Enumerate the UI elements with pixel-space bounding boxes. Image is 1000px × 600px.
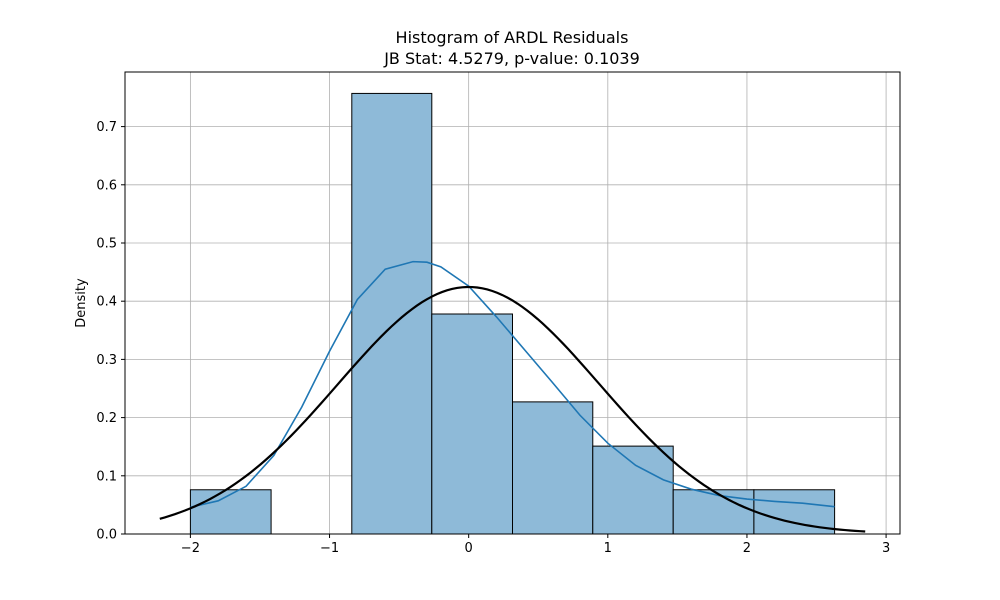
y-tick-label: 0.3: [96, 353, 117, 368]
x-tick-label: 1: [604, 541, 612, 556]
histogram-bar: [431, 313, 514, 535]
normal-fit-line: [159, 285, 866, 533]
histogram-bars: [189, 92, 836, 535]
x-tick-label: −2: [181, 541, 200, 556]
y-tick-label: 0.6: [96, 178, 117, 193]
chart-title: Histogram of ARDL Residuals: [396, 28, 629, 47]
histogram-bar: [351, 92, 433, 535]
histogram-bar: [512, 401, 594, 535]
y-axis-label: Density: [74, 278, 89, 328]
y-tick-label: 0.7: [96, 120, 117, 135]
axis-ticks: −2 −1 0 1 2 3 0.0 0.1 0.2 0.3 0.4 0.5 0.6 0.7: [96, 120, 890, 556]
y-tick-label: 0.1: [96, 469, 117, 484]
y-tick-label: 0.0: [96, 528, 117, 543]
x-tick-label: 3: [882, 541, 890, 556]
histogram-bar: [592, 445, 674, 535]
x-tick-label: 0: [465, 541, 473, 556]
x-tick-label: 2: [743, 541, 751, 556]
histogram-bar: [189, 489, 272, 535]
y-tick-label: 0.2: [96, 411, 117, 426]
histogram-bar: [672, 489, 755, 535]
density-lines: [159, 260, 866, 533]
chart-subtitle: JB Stat: 4.5279, p-value: 0.1039: [383, 49, 640, 68]
x-tick-label: −1: [320, 541, 339, 556]
y-tick-label: 0.4: [96, 295, 117, 310]
y-tick-label: 0.5: [96, 236, 117, 251]
axes-frame: [124, 71, 901, 535]
